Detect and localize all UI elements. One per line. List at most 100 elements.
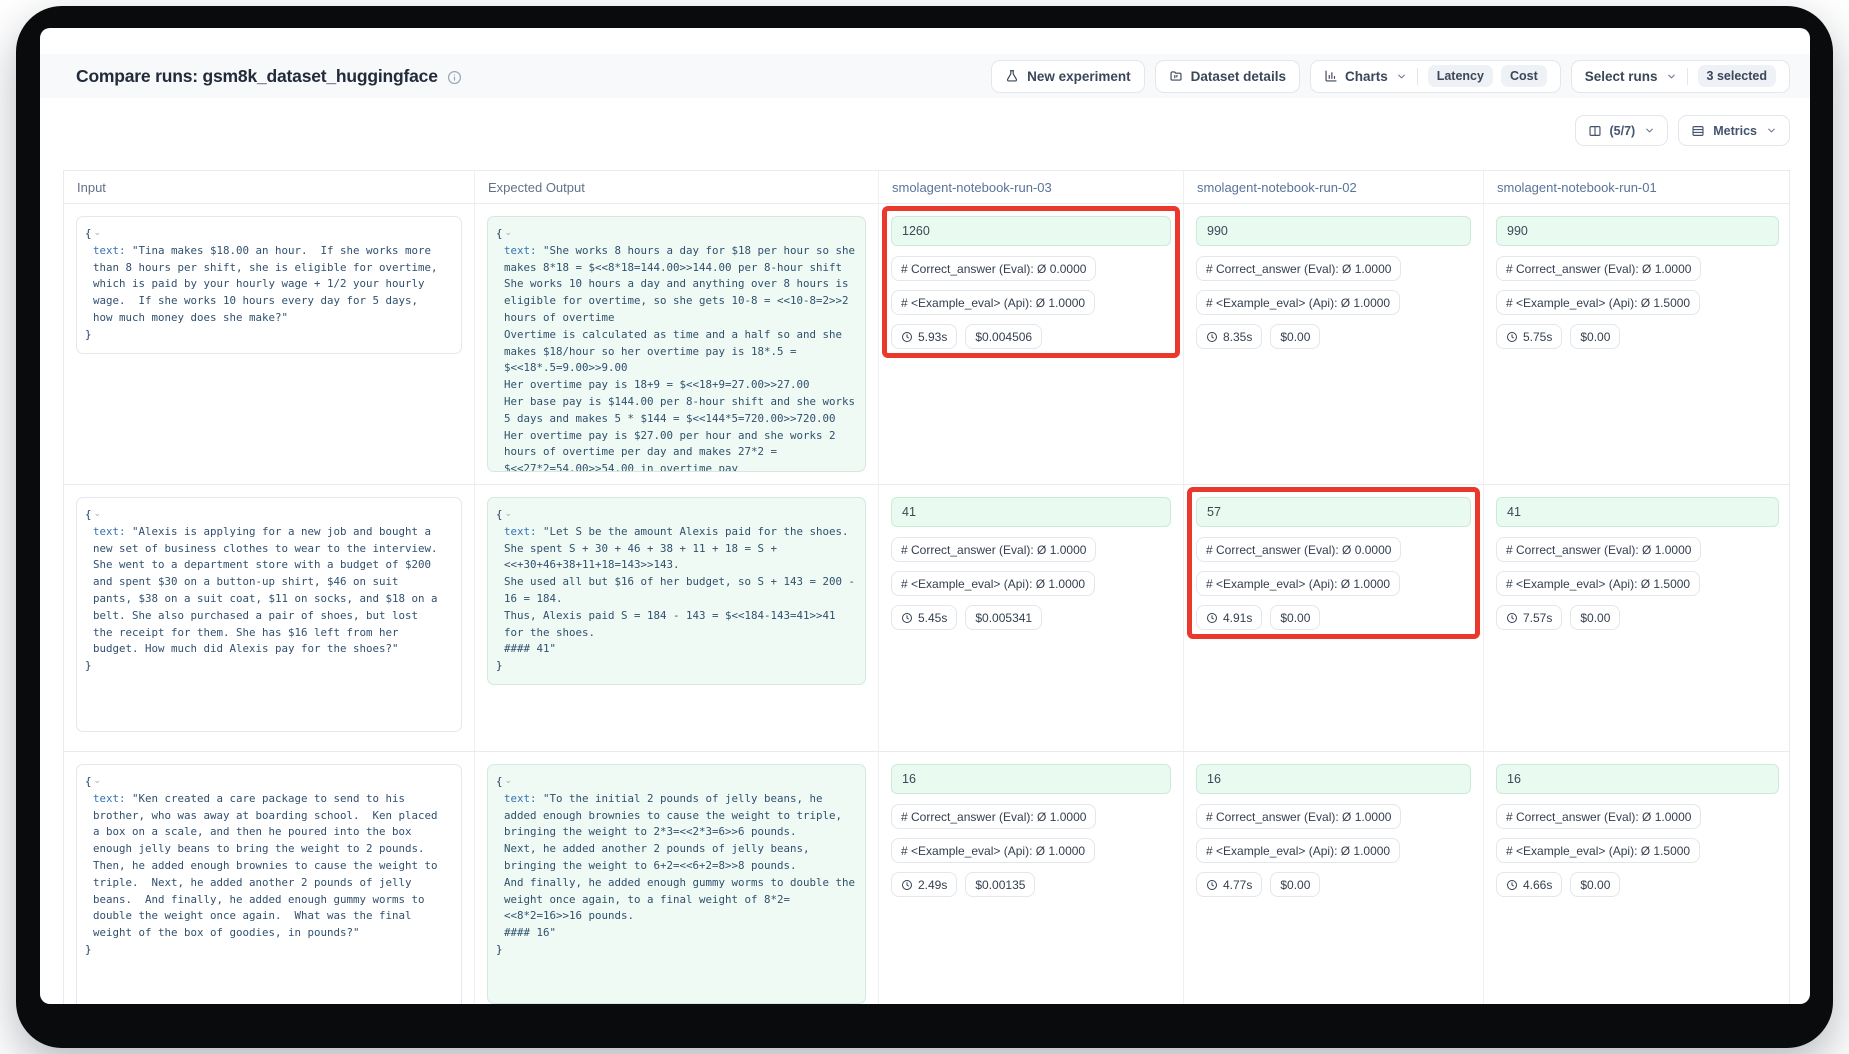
new-experiment-label: New experiment xyxy=(1027,68,1131,84)
json-value: "Alexis is applying for a new job and bo… xyxy=(93,524,438,656)
run-cell-content[interactable]: 16 # Correct_answer (Eval): Ø 1.0000 # <Ex… xyxy=(1196,764,1471,897)
run-cell: 990 # Correct_answer (Eval): Ø 1.0000 # <E… xyxy=(1484,204,1791,484)
latency-value: 5.93s xyxy=(918,329,948,344)
json-value: "To the initial 2 pounds of jelly beans,… xyxy=(504,791,856,940)
column-header-run-03[interactable]: smolagent-notebook-run-03 xyxy=(879,171,1184,203)
new-experiment-button[interactable]: New experiment xyxy=(991,59,1145,93)
run-cell-content[interactable]: 990 # Correct_answer (Eval): Ø 1.0000 # <E… xyxy=(1496,216,1779,349)
metric-badge: # <Example_eval> (Api): Ø 1.0000 xyxy=(891,571,1096,596)
rows-icon xyxy=(1691,124,1705,138)
run-cell-content[interactable]: 41 # Correct_answer (Eval): Ø 1.0000 # <Ex… xyxy=(891,497,1171,630)
collapse-chevron-icon[interactable]: ⌄ xyxy=(93,227,102,237)
view-controls: (5/7) Metrics xyxy=(40,115,1790,146)
run-output-value[interactable]: 990 xyxy=(1496,216,1779,246)
run-output-value[interactable]: 57 xyxy=(1196,497,1471,527)
json-value: "Ken created a care package to send to h… xyxy=(93,791,438,940)
latency-value: 8.35s xyxy=(1223,329,1253,344)
expected-json-box[interactable]: {⌄ text: "To the initial 2 pounds of jell… xyxy=(487,764,866,1004)
info-icon[interactable] xyxy=(447,70,462,85)
collapse-chevron-icon[interactable]: ⌄ xyxy=(504,227,513,237)
folder-icon xyxy=(1169,69,1183,83)
metric-badge: # Correct_answer (Eval): Ø 1.0000 xyxy=(891,537,1097,562)
clock-icon xyxy=(901,331,913,343)
json-close-line: } xyxy=(85,327,453,344)
collapse-chevron-icon[interactable]: ⌄ xyxy=(93,775,102,785)
run-cell-content[interactable]: 41 # Correct_answer (Eval): Ø 1.0000 # <Ex… xyxy=(1496,497,1779,630)
flask-icon xyxy=(1005,69,1019,83)
column-header-run-01[interactable]: smolagent-notebook-run-01 xyxy=(1497,180,1657,195)
column-header-expected-output: Expected Output xyxy=(475,171,879,203)
collapse-chevron-icon[interactable]: ⌄ xyxy=(93,508,102,518)
metric-badge: # <Example_eval> (Api): Ø 1.0000 xyxy=(1196,290,1401,315)
close-brace: } xyxy=(85,327,92,341)
clock-icon xyxy=(1506,612,1518,624)
expected-json-box[interactable]: {⌄ text: "Let S be the amount Alexis paid… xyxy=(487,497,866,685)
charts-button[interactable]: Charts xyxy=(1324,69,1407,84)
input-json-box[interactable]: {⌄ text: "Ken created a care package to s… xyxy=(76,764,462,1004)
input-json-box[interactable]: {⌄ text: "Tina makes $18.00 an hour. If s… xyxy=(76,216,462,354)
app-window: Compare runs: gsm8k_dataset_huggingface … xyxy=(40,28,1810,1004)
column-header-input: Input xyxy=(64,171,475,203)
run-cell-content[interactable]: 16 # Correct_answer (Eval): Ø 1.0000 # <Ex… xyxy=(1496,764,1779,897)
metric-badge: # Correct_answer (Eval): Ø 0.0000 xyxy=(891,256,1097,281)
run-cell-content[interactable]: 990 # Correct_answer (Eval): Ø 1.0000 # <E… xyxy=(1196,216,1471,349)
metric-badge: # <Example_eval> (Api): Ø 1.5000 xyxy=(1496,571,1701,596)
metric-badge: # <Example_eval> (Api): Ø 1.5000 xyxy=(1496,290,1701,315)
cost-badge: $0.00 xyxy=(1570,872,1621,897)
column-header-run-02[interactable]: smolagent-notebook-run-02 xyxy=(1184,171,1484,203)
collapse-chevron-icon[interactable]: ⌄ xyxy=(504,775,513,785)
open-brace: { xyxy=(85,508,92,521)
table-header-row: Input Expected Output smolagent-notebook… xyxy=(64,171,1789,204)
metric-badges: # Correct_answer (Eval): Ø 0.0000 # <Exam… xyxy=(891,256,1171,315)
input-cell: {⌄ text: "Ken created a care package to s… xyxy=(64,752,475,1004)
input-json-box[interactable]: {⌄ text: "Alexis is applying for a new jo… xyxy=(76,497,462,732)
run-cell-content[interactable]: 1260 # Correct_answer (Eval): Ø 0.0000 # <… xyxy=(882,206,1180,358)
run-cell: 57 # Correct_answer (Eval): Ø 0.0000 # <Ex… xyxy=(1184,485,1484,751)
chevron-down-icon xyxy=(1644,125,1655,136)
select-runs-button[interactable]: Select runs xyxy=(1585,69,1677,84)
latency-chip[interactable]: Latency xyxy=(1427,65,1493,87)
charts-button-group: Charts Latency Cost xyxy=(1309,59,1561,93)
table-row: {⌄ text: "Alexis is applying for a new jo… xyxy=(64,485,1789,752)
run-cell: 16 # Correct_answer (Eval): Ø 1.0000 # <Ex… xyxy=(879,752,1184,1004)
run-output-value[interactable]: 16 xyxy=(1496,764,1779,794)
run-cell-content[interactable]: 57 # Correct_answer (Eval): Ø 0.0000 # <Ex… xyxy=(1187,487,1480,639)
run-cell-content[interactable]: 16 # Correct_answer (Eval): Ø 1.0000 # <Ex… xyxy=(891,764,1171,897)
dataset-details-button[interactable]: Dataset details xyxy=(1154,59,1300,93)
expected-output-cell: {⌄ text: "To the initial 2 pounds of jell… xyxy=(475,752,879,1004)
json-body: text: "Alexis is applying for a new job … xyxy=(85,524,453,658)
table-row: {⌄ text: "Tina makes $18.00 an hour. If s… xyxy=(64,204,1789,485)
run-output-value[interactable]: 990 xyxy=(1196,216,1471,246)
clock-icon xyxy=(1206,879,1218,891)
run-output-value[interactable]: 16 xyxy=(891,764,1171,794)
latency-value: 2.49s xyxy=(918,877,948,892)
latency-value: 4.66s xyxy=(1523,877,1553,892)
clock-icon xyxy=(1506,331,1518,343)
input-cell: {⌄ text: "Tina makes $18.00 an hour. If s… xyxy=(64,204,475,484)
expected-output-cell: {⌄ text: "Let S be the amount Alexis paid… xyxy=(475,485,879,751)
run-output-value[interactable]: 16 xyxy=(1196,764,1471,794)
metrics-button[interactable]: Metrics xyxy=(1678,115,1790,146)
json-key: text: xyxy=(504,791,537,805)
run-cell: 1260 # Correct_answer (Eval): Ø 0.0000 # <… xyxy=(879,204,1184,484)
columns-visibility-button[interactable]: (5/7) xyxy=(1574,115,1669,146)
latency-badge: 5.75s xyxy=(1496,324,1563,349)
latency-value: 7.57s xyxy=(1523,610,1553,625)
cost-badge: $0.00 xyxy=(1270,324,1321,349)
run-cell: 16 # Correct_answer (Eval): Ø 1.0000 # <Ex… xyxy=(1484,752,1791,1004)
collapse-chevron-icon[interactable]: ⌄ xyxy=(504,508,513,518)
run-output-value[interactable]: 1260 xyxy=(891,216,1171,246)
cost-badge: $0.005341 xyxy=(965,605,1043,630)
metric-badge: # <Example_eval> (Api): Ø 1.0000 xyxy=(1196,571,1401,596)
input-cell: {⌄ text: "Alexis is applying for a new jo… xyxy=(64,485,475,751)
cost-chip[interactable]: Cost xyxy=(1500,65,1547,87)
run-cell: 990 # Correct_answer (Eval): Ø 1.0000 # <E… xyxy=(1184,204,1484,484)
json-key: text: xyxy=(504,524,537,538)
run-output-value[interactable]: 41 xyxy=(1496,497,1779,527)
cost-badge: $0.00 xyxy=(1270,605,1321,630)
json-close-line: } xyxy=(496,942,857,959)
run-output-value[interactable]: 41 xyxy=(891,497,1171,527)
open-brace: { xyxy=(496,227,503,240)
expected-json-box[interactable]: {⌄ text: "She works 8 hours a day for $18… xyxy=(487,216,866,472)
json-open-line: {⌄ xyxy=(85,772,453,791)
